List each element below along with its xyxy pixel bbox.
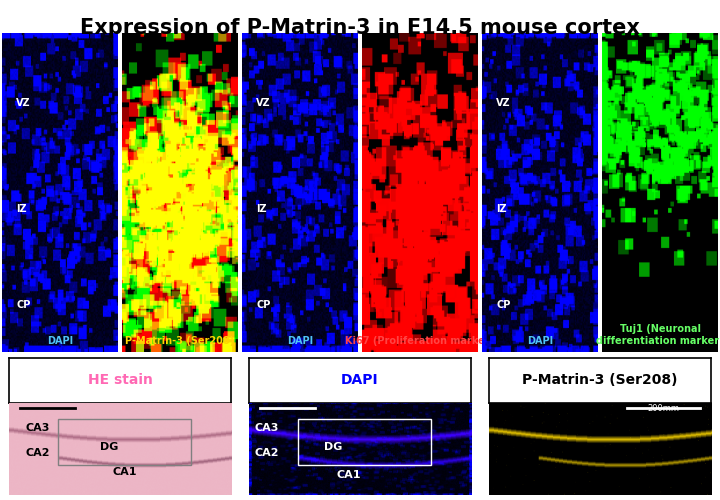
Text: 200mm: 200mm: [647, 404, 680, 413]
Text: CA3: CA3: [254, 424, 279, 434]
Text: Ki67 (Proliferation marker): Ki67 (Proliferation marker): [346, 336, 495, 346]
Text: IZ: IZ: [496, 204, 507, 214]
Text: VZ: VZ: [16, 98, 31, 108]
Text: P-Matrin-3 (Ser208): P-Matrin-3 (Ser208): [522, 373, 678, 387]
Text: DAPI: DAPI: [527, 336, 553, 346]
Text: DAPI: DAPI: [287, 336, 313, 346]
Bar: [58, 419, 192, 466]
Text: VZ: VZ: [256, 98, 271, 108]
Text: IZ: IZ: [16, 204, 27, 214]
Text: CA1: CA1: [112, 467, 137, 477]
Text: CA2: CA2: [254, 448, 279, 458]
Text: CA2: CA2: [25, 448, 50, 458]
Text: VZ: VZ: [496, 98, 510, 108]
Text: Expression of P-Matrin-3 in E14.5 mouse cortex: Expression of P-Matrin-3 in E14.5 mouse …: [80, 18, 640, 38]
Text: CA3: CA3: [25, 424, 50, 434]
Text: DAPI: DAPI: [47, 336, 73, 346]
Text: CA1: CA1: [337, 470, 361, 480]
Text: DG: DG: [324, 442, 343, 452]
Text: CP: CP: [256, 300, 271, 310]
Text: Tuj1 (Neuronal
differentiation marker): Tuj1 (Neuronal differentiation marker): [596, 324, 720, 346]
Text: DAPI: DAPI: [341, 373, 379, 387]
Text: CP: CP: [496, 300, 510, 310]
Text: P-Matrin-3 (Ser208): P-Matrin-3 (Ser208): [125, 336, 235, 346]
Text: HE stain: HE stain: [88, 373, 153, 387]
Text: IZ: IZ: [256, 204, 266, 214]
Text: DG: DG: [99, 442, 118, 452]
Text: CP: CP: [16, 300, 30, 310]
Bar: [297, 419, 431, 466]
